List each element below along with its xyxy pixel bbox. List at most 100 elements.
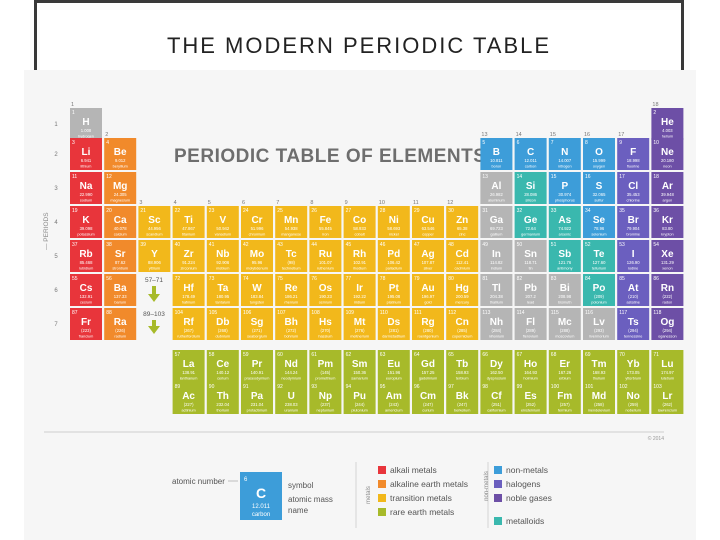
element-cell-k: 19 K39.098 potassium bbox=[70, 206, 102, 238]
element-number: 13 bbox=[482, 174, 488, 180]
element-symbol: La bbox=[183, 359, 195, 370]
element-symbol: Ir bbox=[356, 283, 363, 294]
element-symbol: S bbox=[596, 181, 603, 192]
element-name: terbium bbox=[456, 377, 469, 381]
element-number: 118 bbox=[653, 310, 661, 316]
element-number: 27 bbox=[346, 208, 352, 214]
element-number: 43 bbox=[277, 242, 283, 248]
element-symbol: Te bbox=[594, 249, 605, 260]
period-number: 3 bbox=[54, 186, 58, 192]
element-number: 71 bbox=[653, 352, 659, 358]
element-cell-bg bbox=[412, 206, 444, 238]
element-cell-bg bbox=[617, 350, 650, 382]
element-mass: 72.64 bbox=[525, 226, 536, 231]
element-number: 112 bbox=[448, 310, 456, 316]
element-mass: 190.23 bbox=[319, 294, 332, 299]
element-cell-bg bbox=[583, 274, 615, 306]
element-name: bismuth bbox=[558, 301, 571, 305]
element-name: californium bbox=[487, 409, 505, 413]
element-cell-bg bbox=[104, 206, 137, 238]
element-mass: (271) bbox=[252, 328, 262, 333]
element-cell-bg bbox=[70, 172, 102, 204]
element-mass: 173.05 bbox=[627, 370, 640, 375]
element-cell-bg bbox=[343, 382, 376, 414]
element-mass: 39.948 bbox=[661, 192, 674, 197]
period-numbers: 1 2 3 4 5 6 7 bbox=[54, 122, 58, 328]
element-symbol: Zr bbox=[184, 249, 194, 260]
element-number: 110 bbox=[380, 310, 388, 316]
element-mass: 74.922 bbox=[558, 226, 571, 231]
element-cell-bg bbox=[70, 240, 102, 272]
element-mass: 69.723 bbox=[490, 226, 503, 231]
legend-label: metalloids bbox=[506, 516, 544, 526]
element-mass: 158.93 bbox=[456, 370, 469, 375]
element-cell-bg bbox=[412, 274, 444, 306]
element-symbol: Hs bbox=[319, 317, 332, 328]
element-symbol: Re bbox=[285, 283, 298, 294]
element-name: cadmium bbox=[454, 267, 469, 271]
element-number: 21 bbox=[140, 208, 146, 214]
element-symbol: B bbox=[493, 147, 500, 158]
element-name: einsteinium bbox=[521, 409, 540, 413]
element-number: 8 bbox=[585, 140, 588, 146]
element-symbol: Na bbox=[80, 181, 93, 192]
element-symbol: Cs bbox=[80, 283, 93, 294]
element-symbol: Nh bbox=[490, 317, 503, 328]
element-symbol: Mn bbox=[284, 215, 298, 226]
element-symbol: Pd bbox=[387, 249, 400, 260]
element-mass: 78.96 bbox=[594, 226, 605, 231]
element-symbol: Pr bbox=[252, 359, 263, 370]
element-mass: 126.90 bbox=[627, 260, 640, 265]
element-cell-bg bbox=[583, 138, 615, 170]
element-cell-bg bbox=[377, 206, 410, 238]
element-symbol: Pa bbox=[251, 391, 264, 402]
element-cell-li: 3 Li6.941 lithium bbox=[70, 138, 102, 170]
element-symbol: Ar bbox=[662, 181, 673, 192]
element-symbol: Zn bbox=[456, 215, 468, 226]
element-cell-bg bbox=[548, 172, 581, 204]
element-name: sodium bbox=[80, 199, 92, 203]
element-cell-bg bbox=[206, 274, 239, 306]
element-cell-b: 5 B10.811 boron bbox=[480, 138, 513, 170]
element-mass: 102.91 bbox=[353, 260, 366, 265]
element-number: 67 bbox=[517, 352, 523, 358]
element-number: 22 bbox=[175, 208, 181, 214]
element-mass: 168.93 bbox=[593, 370, 606, 375]
element-mass: 150.36 bbox=[353, 370, 366, 375]
element-number: 68 bbox=[551, 352, 557, 358]
element-name: neodymium bbox=[281, 377, 301, 381]
element-mass: 207.2 bbox=[525, 294, 536, 299]
element-symbol: Db bbox=[216, 317, 229, 328]
legend-item: transition metals bbox=[378, 493, 452, 503]
element-symbol: Mt bbox=[354, 317, 366, 328]
element-symbol: As bbox=[558, 215, 571, 226]
element-cell-bg bbox=[138, 240, 171, 272]
legend-swatch bbox=[494, 494, 502, 502]
element-name: copernicium bbox=[452, 335, 472, 339]
element-cell-bg bbox=[206, 350, 239, 382]
period-number: 2 bbox=[54, 152, 58, 158]
group-number: 17 bbox=[618, 132, 624, 138]
element-mass: 32.065 bbox=[593, 192, 606, 197]
element-number: 3 bbox=[72, 140, 75, 146]
element-number: 79 bbox=[414, 276, 420, 282]
element-number: 35 bbox=[619, 208, 625, 214]
element-mass: 92.906 bbox=[216, 260, 229, 265]
element-mass: 95.96 bbox=[252, 260, 263, 265]
element-cell-bg bbox=[412, 350, 444, 382]
element-mass: 101.07 bbox=[319, 260, 332, 265]
element-number: 29 bbox=[414, 208, 420, 214]
element-symbol: Cn bbox=[456, 317, 469, 328]
element-number: 56 bbox=[106, 276, 112, 282]
